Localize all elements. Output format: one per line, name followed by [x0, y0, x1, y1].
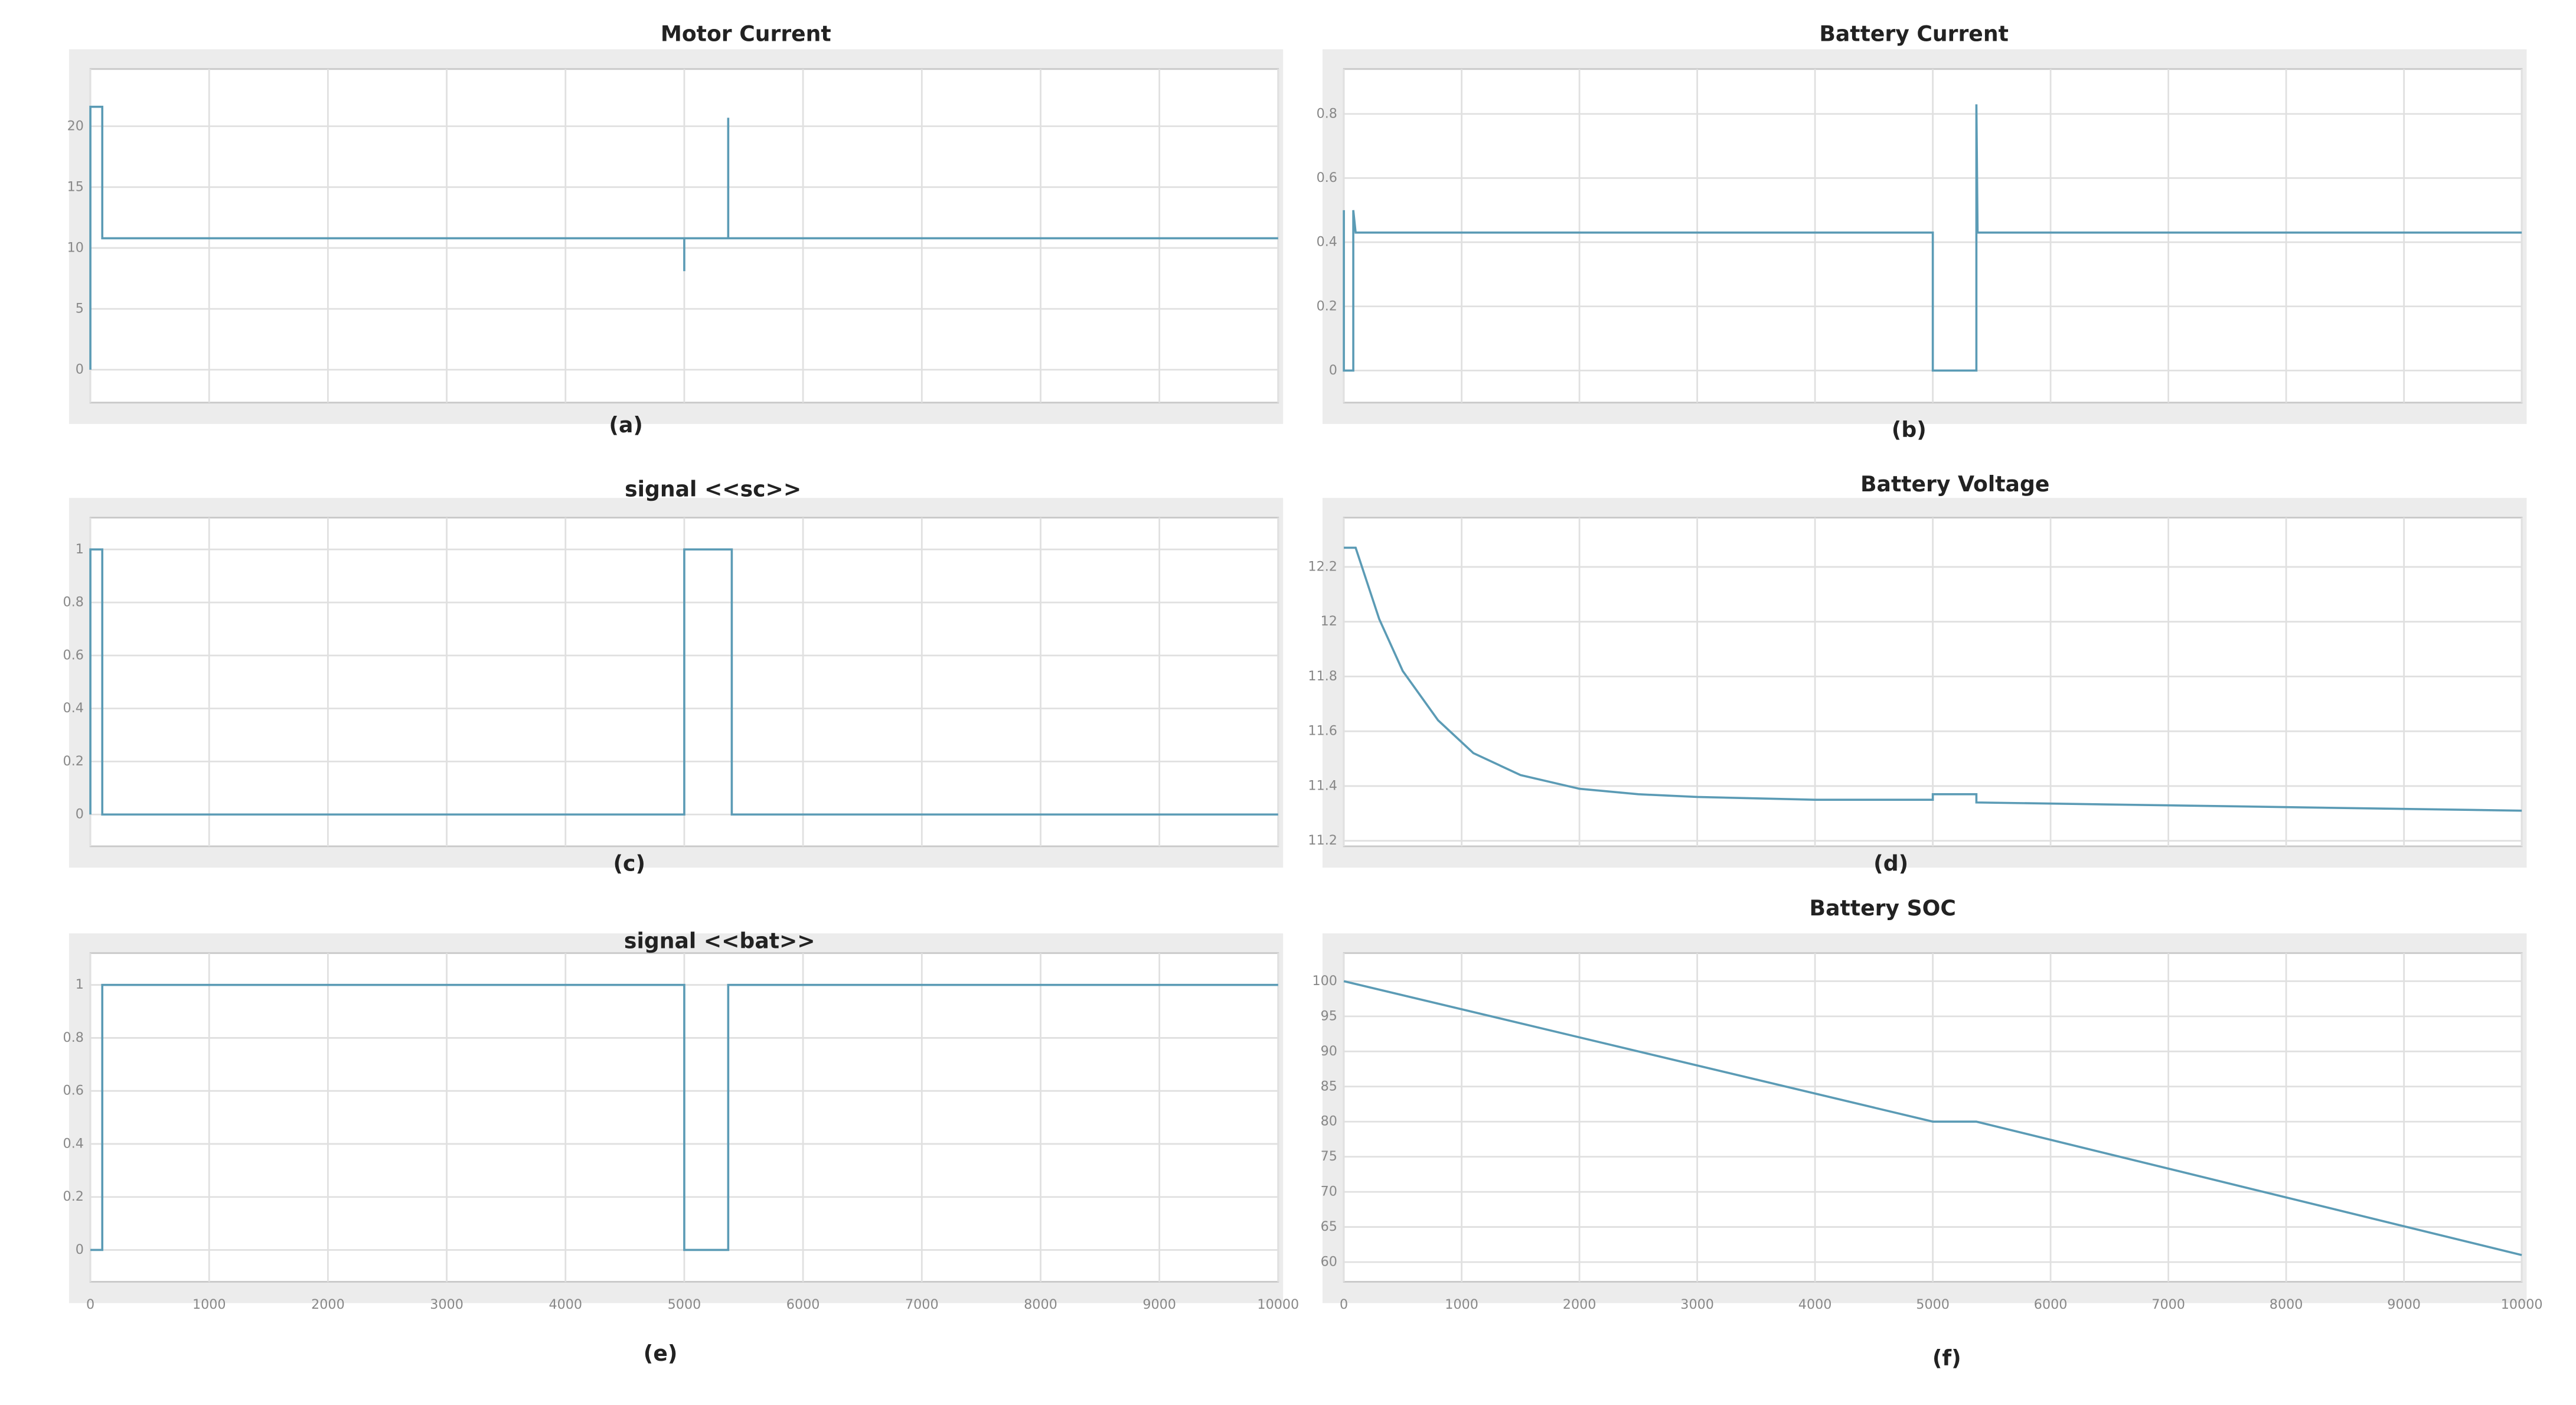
chart-panel: 0 0.2 0.4 0.6 0.8 Battery Current (b) — [1317, 21, 2527, 442]
y-tick-label: 10 — [67, 240, 84, 255]
y-tick-label: 65 — [1321, 1219, 1337, 1234]
x-tick-label: 4000 — [548, 1297, 582, 1312]
data-line — [1343, 980, 2522, 1256]
x-tick-label: 6000 — [786, 1297, 820, 1312]
x-tick-label: 8000 — [2270, 1297, 2303, 1312]
y-tick-label: 0.4 — [63, 1136, 84, 1151]
x-tick-label: 3000 — [1680, 1297, 1714, 1312]
y-tick-label: 95 — [1321, 1008, 1337, 1023]
chart-title: signal <<sc>> — [625, 476, 801, 501]
y-tick-label: 12 — [1321, 614, 1337, 629]
y-tick-label: 20 — [67, 118, 84, 133]
y-tick-label: 1 — [76, 542, 84, 557]
y-tick-label: 0.8 — [63, 595, 84, 610]
y-tick-label: 0.2 — [1317, 298, 1337, 314]
y-tick-label: 0 — [76, 1242, 84, 1257]
x-tick-label: 5000 — [1916, 1297, 1950, 1312]
y-tick-label: 0 — [1329, 363, 1337, 378]
x-tick-label: 1000 — [1445, 1297, 1478, 1312]
y-tick-label: 90 — [1321, 1044, 1337, 1059]
chart-title: Motor Current — [661, 21, 831, 47]
chart-panel: 11.2 11.4 11.6 11.8 12 12.2 Battery Voltage (d) — [1308, 471, 2527, 876]
y-tick-label: 11.8 — [1308, 669, 1337, 684]
chart-panel: 0 0.2 0.4 0.6 0.8 1 signal <<sc>> (c) — [63, 476, 1284, 876]
y-tick-label: 1 — [76, 977, 84, 992]
y-tick-label: 85 — [1321, 1078, 1337, 1094]
panel-caption: (e) — [644, 1341, 678, 1366]
y-tick-label: 70 — [1321, 1184, 1337, 1199]
y-tick-label: 0.8 — [1317, 106, 1337, 121]
x-tick-label: 0 — [86, 1297, 94, 1312]
x-tick-label: 1000 — [192, 1297, 226, 1312]
x-tick-label: 2000 — [1563, 1297, 1596, 1312]
y-tick-label: 0.4 — [1317, 234, 1337, 250]
y-tick-label: 60 — [1321, 1254, 1337, 1270]
y-tick-label: 12.2 — [1308, 559, 1337, 574]
data-line — [90, 983, 1278, 1251]
y-tick-label: 11.6 — [1308, 723, 1337, 739]
y-tick-label: 0.6 — [63, 647, 84, 663]
data-line — [1343, 104, 2522, 372]
x-tick-label: 10000 — [2501, 1297, 2543, 1312]
panel-caption: (d) — [1873, 851, 1908, 876]
panel-caption: (c) — [613, 851, 645, 876]
y-tick-label: 0.4 — [63, 700, 84, 716]
chart-panel: 0 1000 2000 3000 4000 5000 6000 7000 8000 9000 100… — [63, 928, 1300, 1365]
chart-title: Battery SOC — [1810, 895, 1956, 921]
x-tick-label: 7000 — [2151, 1297, 2185, 1312]
panel-caption: (a) — [609, 412, 642, 438]
panel-caption: (b) — [1892, 417, 1927, 442]
y-tick-label: 100 — [1313, 973, 1337, 989]
y-tick-label: 0.8 — [63, 1030, 84, 1045]
x-tick-label: 7000 — [905, 1297, 939, 1312]
data-line — [1344, 546, 2522, 812]
x-tick-label: 5000 — [668, 1297, 701, 1312]
x-tick-label: 2000 — [311, 1297, 345, 1312]
chart-title: signal <<bat>> — [624, 928, 815, 953]
data-line — [89, 105, 1278, 370]
x-tick-label: 9000 — [2387, 1297, 2421, 1312]
x-tick-label: 6000 — [2034, 1297, 2068, 1312]
y-tick-label: 75 — [1321, 1149, 1337, 1164]
chart-panel: 0 1000 2000 3000 4000 5000 6000 7000 8000 9000 100… — [1313, 895, 2543, 1371]
y-tick-label: 0 — [76, 807, 84, 822]
x-tick-label: 9000 — [1142, 1297, 1176, 1312]
y-tick-label: 11.2 — [1308, 833, 1337, 848]
y-tick-label: 0.6 — [1317, 170, 1337, 185]
chart-title: Battery Voltage — [1860, 471, 2049, 497]
y-tick-label: 0 — [76, 362, 84, 377]
panel-caption: (f) — [1932, 1345, 1961, 1371]
chart-title: Battery Current — [1819, 21, 2009, 47]
y-tick-label: 0.2 — [63, 1189, 84, 1204]
y-tick-label: 5 — [76, 301, 84, 316]
x-tick-label: 10000 — [1257, 1297, 1299, 1312]
x-tick-label: 4000 — [1798, 1297, 1832, 1312]
x-tick-label: 8000 — [1024, 1297, 1057, 1312]
chart-panel: 0 5 10 15 20 Motor Current (a) — [67, 21, 1284, 438]
y-tick-label: 80 — [1321, 1114, 1337, 1129]
y-tick-label: 0.2 — [63, 754, 84, 769]
y-tick-label: 11.4 — [1308, 778, 1337, 793]
y-tick-label: 0.6 — [63, 1083, 84, 1098]
x-tick-label: 0 — [1340, 1297, 1348, 1312]
x-tick-label: 3000 — [430, 1297, 463, 1312]
data-line — [89, 548, 1278, 816]
y-tick-label: 15 — [67, 179, 84, 194]
